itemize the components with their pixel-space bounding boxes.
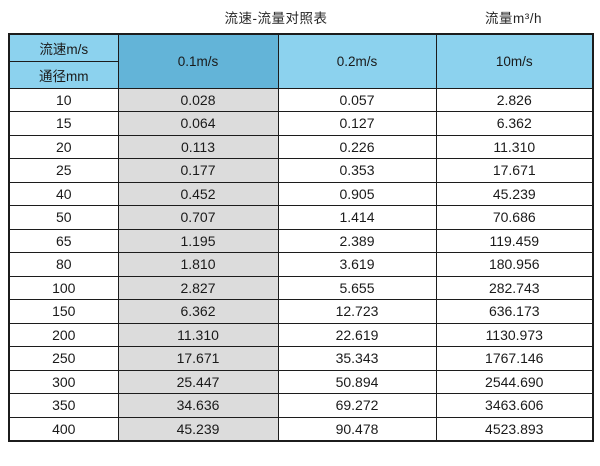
diameter-cell: 50 [8,205,119,230]
diameter-cell: 65 [8,228,119,253]
flow-cell-0-1ms: 0.028 [117,87,279,112]
table-row: 40 0.452 0.905 45.239 [8,181,594,206]
table-header: 流速m/s 0.1m/s 0.2m/s 10m/s 通径mm [8,33,594,89]
diameter-cell: 250 [8,346,119,371]
table-row: 150 6.362 12.723 636.173 [8,299,594,324]
table-row: 250 17.671 35.343 1767.146 [8,346,594,371]
diameter-cell: 40 [8,181,119,206]
flow-cell-0-1ms: 0.707 [117,205,279,230]
header-row-bottom: 通径mm [8,60,593,89]
col-header-velocity-0-1: 0.1m/s [117,33,279,89]
caption-row: 流速-流量对照表 流量m³/h [8,0,592,33]
flow-cell-0-1ms: 0.177 [117,158,279,183]
table-row: 15 0.064 0.127 6.362 [8,111,594,136]
flow-cell-10ms: 3463.606 [435,393,594,418]
flow-cell-10ms: 119.459 [435,228,594,253]
flow-cell-10ms: 1767.146 [435,346,594,371]
flow-cell-0-1ms: 1.810 [117,252,279,277]
flow-cell-0-1ms: 0.452 [117,181,279,206]
flow-cell-10ms: 17.671 [435,158,594,183]
flow-cell-10ms: 180.956 [435,252,594,277]
table-row: 20 0.113 0.226 11.310 [8,134,594,159]
corner-header-velocity: 流速m/s [8,33,119,62]
flow-cell-0-2ms: 2.389 [277,228,437,253]
col-header-velocity-10: 10m/s [435,33,594,89]
flow-cell-0-2ms: 0.353 [277,158,437,183]
table-body: 10 0.028 0.057 2.826 15 0.064 0.127 6.36… [8,87,594,441]
table-row: 25 0.177 0.353 17.671 [8,158,594,183]
table-row: 10 0.028 0.057 2.826 [8,87,594,112]
diameter-cell: 10 [8,87,119,112]
flow-cell-10ms: 70.686 [435,205,594,230]
flow-cell-0-1ms: 0.064 [117,111,279,136]
table-row: 80 1.810 3.619 180.956 [8,252,594,277]
diameter-cell: 20 [8,134,119,159]
diameter-cell: 100 [8,275,119,300]
flow-cell-0-1ms: 34.636 [117,393,279,418]
diameter-cell: 25 [8,158,119,183]
flow-cell-0-2ms: 0.905 [277,181,437,206]
diameter-cell: 15 [8,111,119,136]
flow-cell-10ms: 282.743 [435,275,594,300]
flow-cell-0-2ms: 1.414 [277,205,437,230]
flow-cell-0-1ms: 1.195 [117,228,279,253]
flow-cell-0-2ms: 3.619 [277,252,437,277]
diameter-cell: 350 [8,393,119,418]
flow-cell-10ms: 636.173 [435,299,594,324]
flow-cell-10ms: 1130.973 [435,322,594,347]
flow-cell-0-2ms: 50.894 [277,369,437,394]
header-row-top: 流速m/s 0.1m/s 0.2m/s 10m/s [8,33,594,89]
flow-cell-10ms: 2.826 [435,87,594,112]
flow-cell-0-2ms: 35.343 [277,346,437,371]
col-header-velocity-0-2: 0.2m/s [277,33,437,89]
flow-cell-0-1ms: 2.827 [117,275,279,300]
table-row: 400 45.239 90.478 4523.893 [8,416,594,441]
table-title: 流速-流量对照表 [224,10,328,26]
flow-cell-0-1ms: 45.239 [117,416,279,441]
diameter-cell: 300 [8,369,119,394]
table-row: 100 2.827 5.655 282.743 [8,275,594,300]
flow-cell-0-1ms: 0.113 [117,134,279,159]
flow-cell-10ms: 2544.690 [435,369,594,394]
diameter-cell: 400 [8,416,119,441]
flow-cell-0-1ms: 25.447 [117,369,279,394]
flow-cell-0-2ms: 90.478 [277,416,437,441]
diameter-cell: 200 [8,322,119,347]
flow-cell-0-1ms: 11.310 [117,322,279,347]
flow-cell-0-2ms: 5.655 [277,275,437,300]
table-row: 65 1.195 2.389 119.459 [8,228,594,253]
corner-header-diameter: 通径mm [8,60,119,89]
flow-cell-0-2ms: 0.127 [277,111,437,136]
flow-cell-10ms: 6.362 [435,111,594,136]
table-row: 300 25.447 50.894 2544.690 [8,369,594,394]
diameter-cell: 150 [8,299,119,324]
table-row: 50 0.707 1.414 70.686 [8,205,594,230]
flow-cell-0-1ms: 6.362 [117,299,279,324]
table-row: 350 34.636 69.272 3463.606 [8,393,594,418]
table-row: 200 11.310 22.619 1130.973 [8,322,594,347]
flow-unit-label: 流量m³/h [485,10,542,26]
flow-cell-0-2ms: 0.226 [277,134,437,159]
flow-cell-10ms: 45.239 [435,181,594,206]
flow-cell-0-1ms: 17.671 [117,346,279,371]
flow-comparison-table: 流速m/s 0.1m/s 0.2m/s 10m/s 通径mm 10 0.028 … [8,33,594,442]
flow-cell-0-2ms: 69.272 [277,393,437,418]
diameter-cell: 80 [8,252,119,277]
flow-cell-10ms: 11.310 [435,134,594,159]
flow-cell-0-2ms: 0.057 [277,87,437,112]
flow-cell-0-2ms: 22.619 [277,322,437,347]
flow-cell-0-2ms: 12.723 [277,299,437,324]
flow-cell-10ms: 4523.893 [435,416,594,441]
